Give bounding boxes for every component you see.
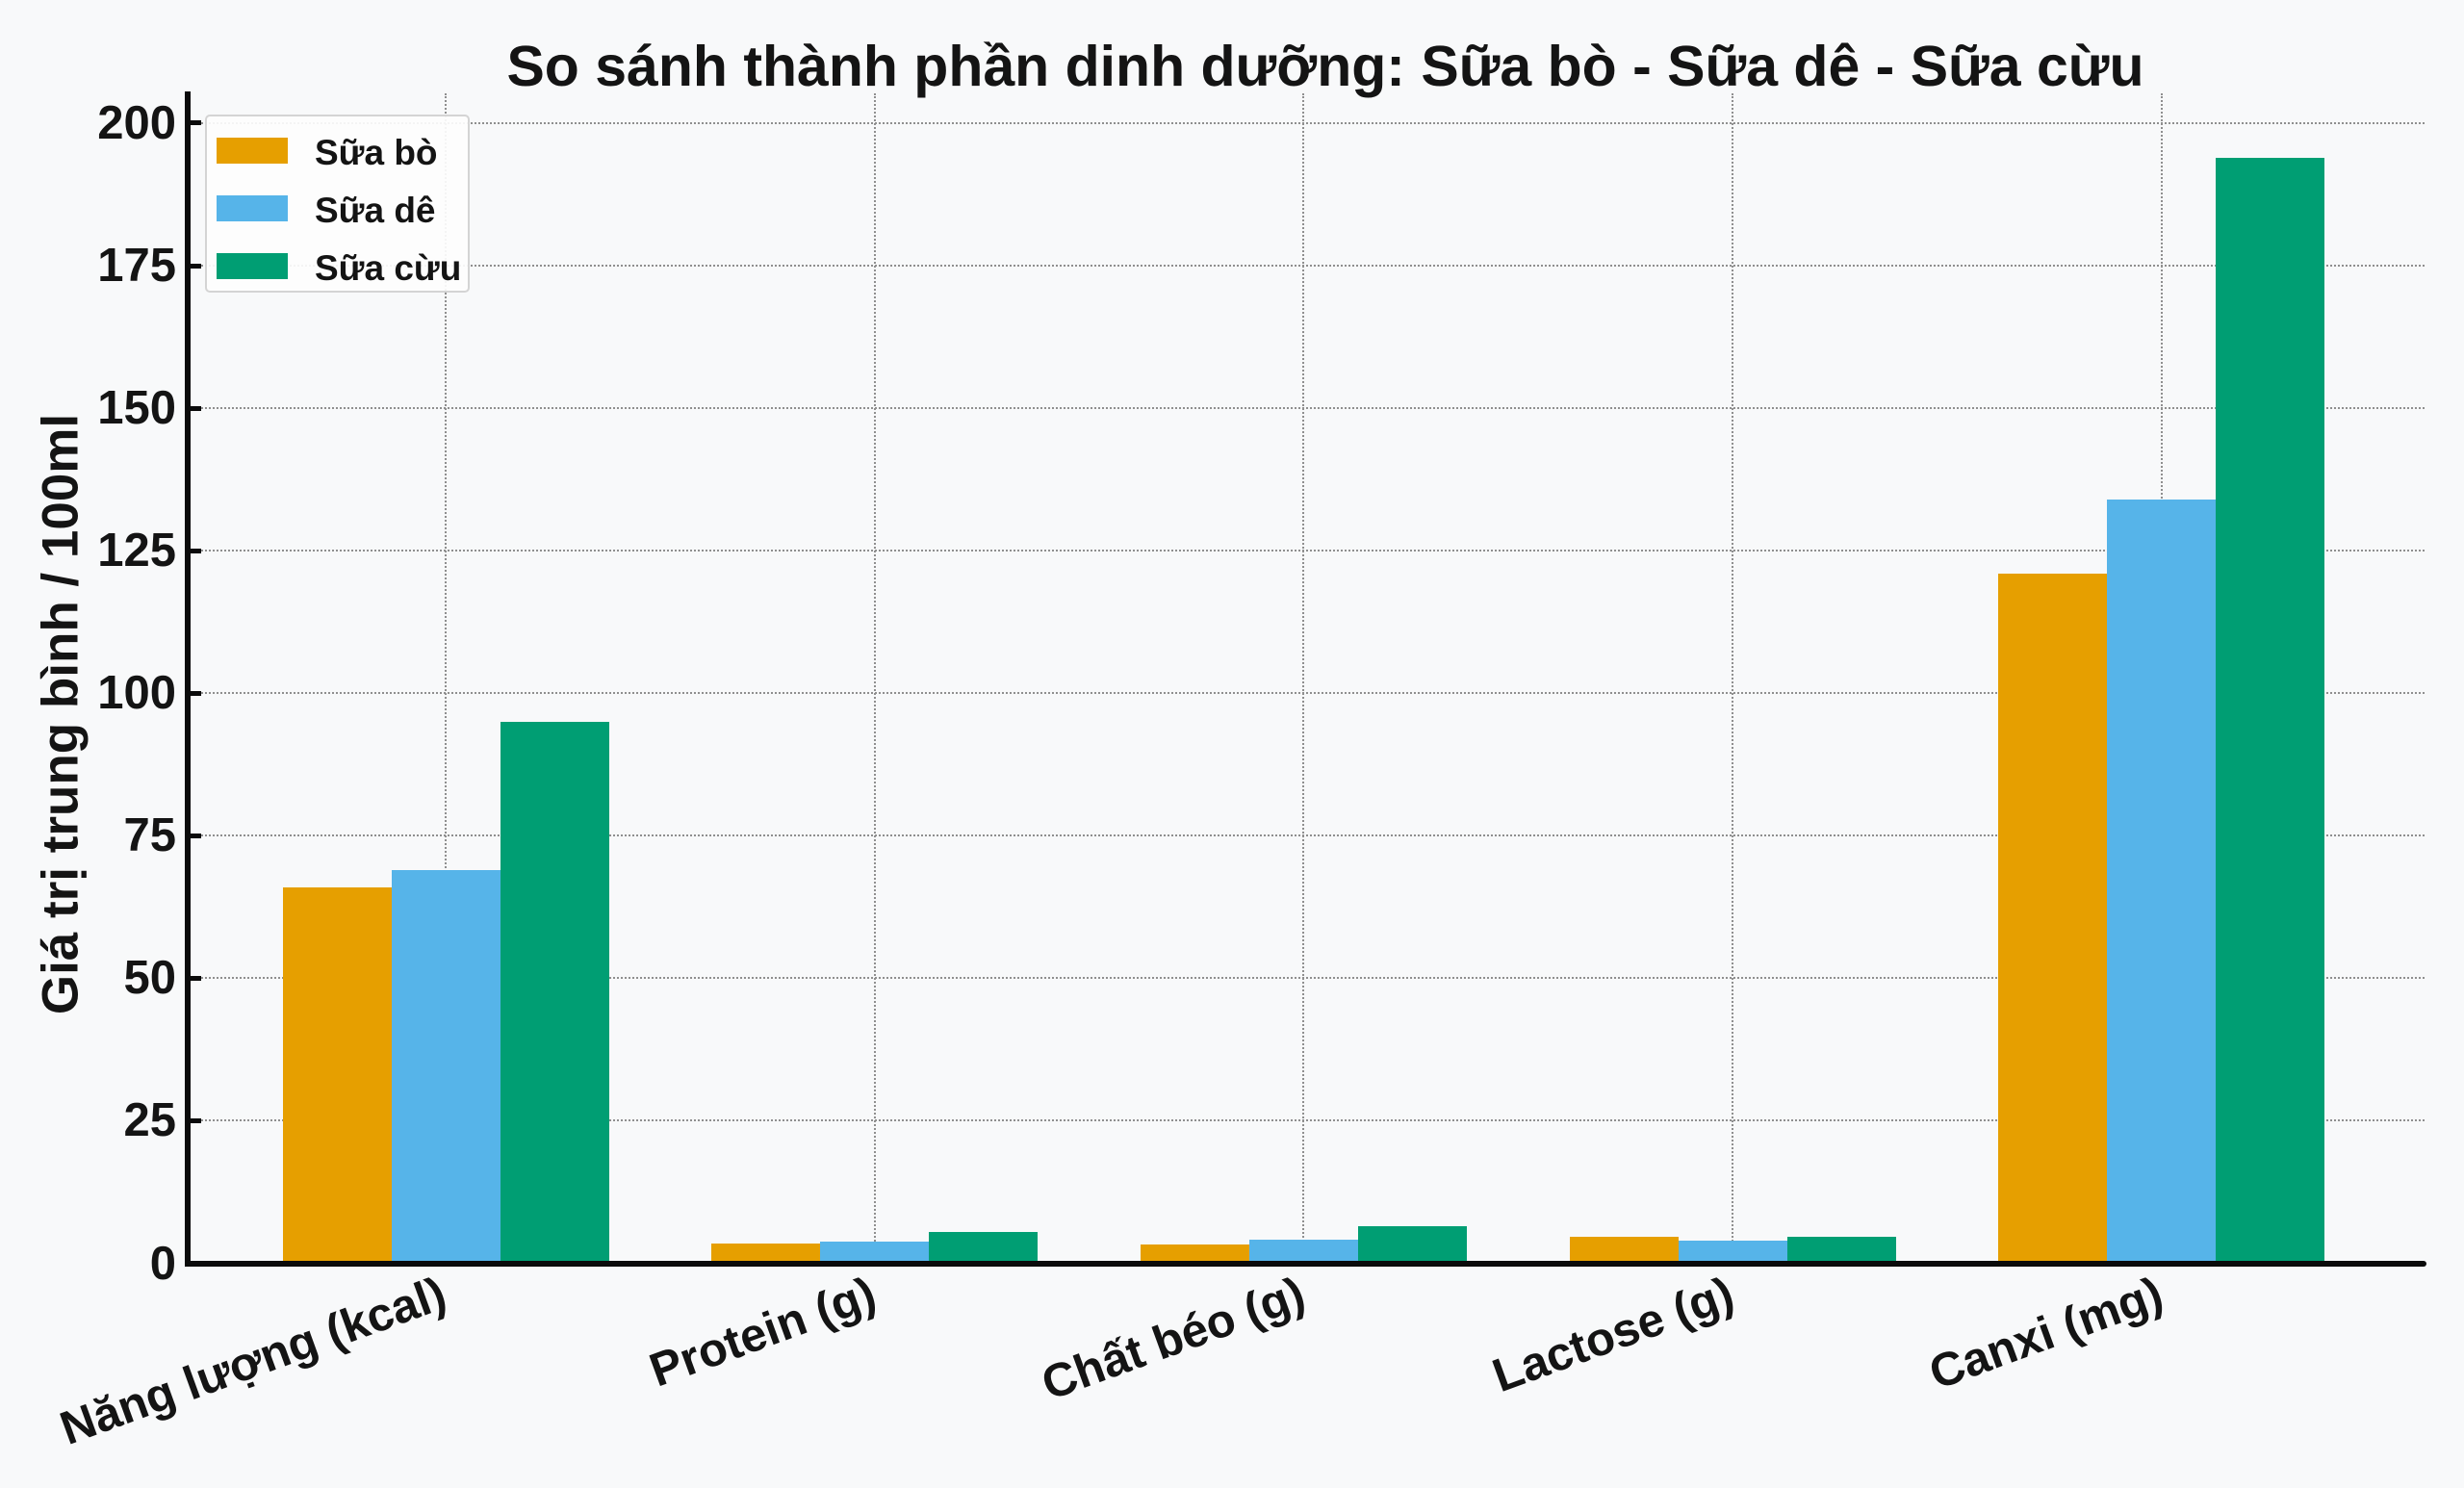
x-tick-label-1: Protein (g): [642, 1267, 883, 1398]
gridline-y-25: [191, 1119, 2425, 1122]
bar-sữa-bò-cat4: [1998, 573, 2108, 1264]
x-tick-label-2: Chất béo (g): [1035, 1267, 1312, 1411]
bar-sữa-cừu-cat4: [2216, 157, 2325, 1264]
y-tick-200: [191, 120, 201, 126]
legend: Sữa bò Sữa dê Sữa cừu: [205, 115, 470, 293]
gridline-y-100: [191, 692, 2425, 695]
x-tick-label-3: Lactose (g): [1485, 1267, 1740, 1403]
x-tick-label-0: Năng lượng (kcal): [54, 1267, 453, 1455]
y-tick-175: [191, 263, 201, 269]
y-tick-25: [191, 1117, 201, 1123]
gridline-y-175: [191, 265, 2425, 268]
gridline-y-150: [191, 407, 2425, 410]
legend-swatch-sữa-cừu: [217, 252, 288, 279]
gridline-x-3: [1732, 93, 1734, 1261]
x-axis-spine: [185, 1260, 2426, 1267]
x-tick-label-4: Canxi (mg): [1922, 1267, 2169, 1400]
bar-sữa-dê-cat2: [1248, 1240, 1358, 1264]
gridline-x-1: [873, 93, 876, 1261]
legend-swatch-sữa-bò: [217, 137, 288, 164]
y-tick-label-50: 50: [123, 952, 176, 1005]
y-tick-50: [191, 975, 201, 981]
legend-label-sữa-cừu: Sữa cừu: [315, 248, 462, 288]
y-axis-spine: [185, 91, 191, 1267]
bar-sữa-dê-cat3: [1678, 1240, 1787, 1264]
gridline-y-75: [191, 834, 2425, 837]
gridline-x-0: [445, 93, 447, 1261]
y-tick-label-175: 175: [97, 240, 176, 293]
bar-sữa-bò-cat0: [282, 886, 392, 1264]
y-tick-label-125: 125: [97, 525, 176, 577]
y-axis-label: Giá trị trung bình / 100ml: [32, 413, 90, 1015]
legend-label-sữa-dê: Sữa dê: [315, 191, 436, 230]
bar-sữa-cừu-cat2: [1357, 1226, 1467, 1264]
y-tick-label-200: 200: [97, 96, 176, 149]
y-tick-150: [191, 405, 201, 411]
y-tick-75: [191, 833, 201, 838]
y-tick-label-75: 75: [123, 809, 176, 862]
y-tick-125: [191, 548, 201, 553]
gridline-y-125: [191, 550, 2425, 552]
gridline-x-2: [1302, 93, 1305, 1261]
bar-sữa-bò-cat3: [1569, 1237, 1679, 1264]
gridline-y-200: [191, 121, 2425, 124]
bar-sữa-dê-cat0: [391, 869, 500, 1264]
y-tick-label-150: 150: [97, 382, 176, 435]
bar-sữa-dê-cat4: [2107, 499, 2217, 1264]
bar-sữa-bò-cat2: [1140, 1244, 1249, 1264]
y-tick-0: [191, 1261, 201, 1266]
bar-sữa-cừu-cat1: [929, 1231, 1039, 1264]
gridline-y-50: [191, 977, 2425, 980]
legend-swatch-sữa-dê: [217, 194, 288, 221]
y-tick-label-0: 0: [149, 1237, 176, 1290]
bar-sữa-cừu-cat3: [1786, 1237, 1896, 1264]
chart-title: So sánh thành phần dinh dưỡng: Sữa bò - …: [506, 35, 2144, 98]
y-tick-label-100: 100: [97, 667, 176, 720]
y-tick-100: [191, 690, 201, 696]
y-tick-label-25: 25: [123, 1094, 176, 1147]
legend-label-sữa-bò: Sữa bò: [315, 133, 438, 172]
bar-sữa-dê-cat1: [820, 1241, 930, 1264]
bar-sữa-bò-cat1: [711, 1243, 821, 1264]
bar-sữa-cừu-cat0: [500, 721, 609, 1264]
